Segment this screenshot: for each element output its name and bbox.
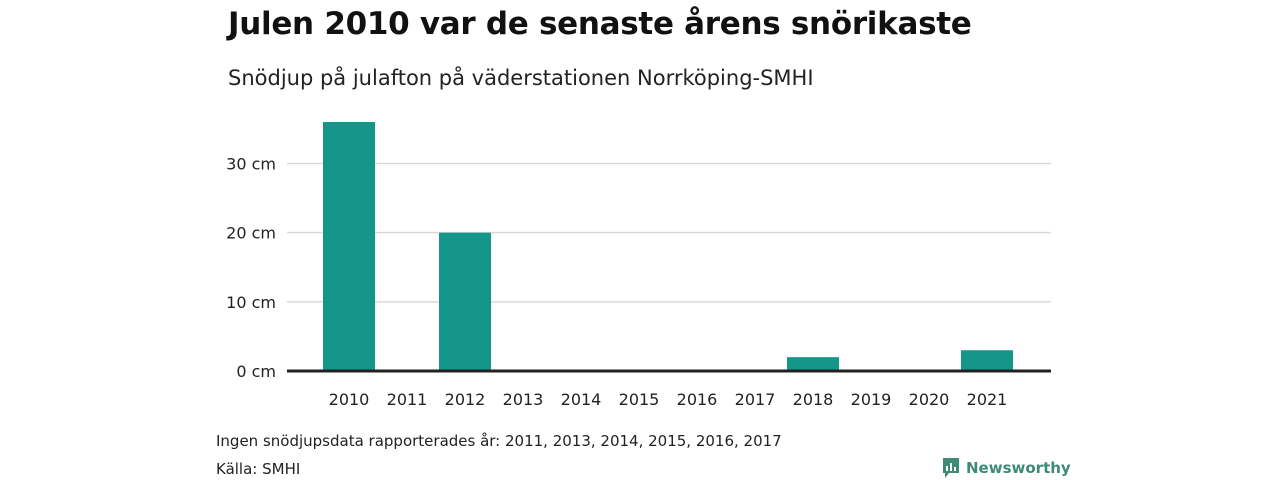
brand-name: Newsworthy: [966, 459, 1071, 477]
x-tick-label: 2013: [503, 390, 544, 409]
x-tick-label: 2015: [619, 390, 660, 409]
newsworthy-icon: [943, 458, 959, 478]
bar: [323, 122, 375, 371]
chart-subtitle: Snödjup på julafton på väderstationen No…: [228, 66, 814, 90]
x-tick-label: 2019: [851, 390, 892, 409]
bar: [439, 232, 491, 371]
x-tick-label: 2014: [561, 390, 602, 409]
missing-data-note: Ingen snödjupsdata rapporterades år: 201…: [216, 432, 782, 450]
y-tick-label: 10 cm: [226, 293, 276, 312]
bar: [961, 350, 1013, 371]
y-tick-label: 30 cm: [226, 155, 276, 174]
y-tick-label: 20 cm: [226, 224, 276, 243]
bar: [787, 357, 839, 371]
x-tick-label: 2018: [793, 390, 834, 409]
x-tick-label: 2020: [909, 390, 950, 409]
x-tick-label: 2011: [387, 390, 428, 409]
newsworthy-logo[interactable]: Newsworthy: [942, 456, 1071, 480]
x-tick-label: 2016: [677, 390, 718, 409]
x-tick-label: 2012: [445, 390, 486, 409]
x-tick-label: 2021: [967, 390, 1008, 409]
x-tick-label: 2017: [735, 390, 776, 409]
x-tick-label: 2010: [329, 390, 370, 409]
bar-chart: 0 cm 10 cm 20 cm 30 cm 2010 2011 2012 2013 2014 2…: [226, 122, 1051, 409]
y-tick-label: 0 cm: [236, 362, 276, 381]
source-note: Källa: SMHI: [216, 460, 301, 478]
chart-title: Julen 2010 var de senaste årens snörikas…: [228, 6, 972, 42]
